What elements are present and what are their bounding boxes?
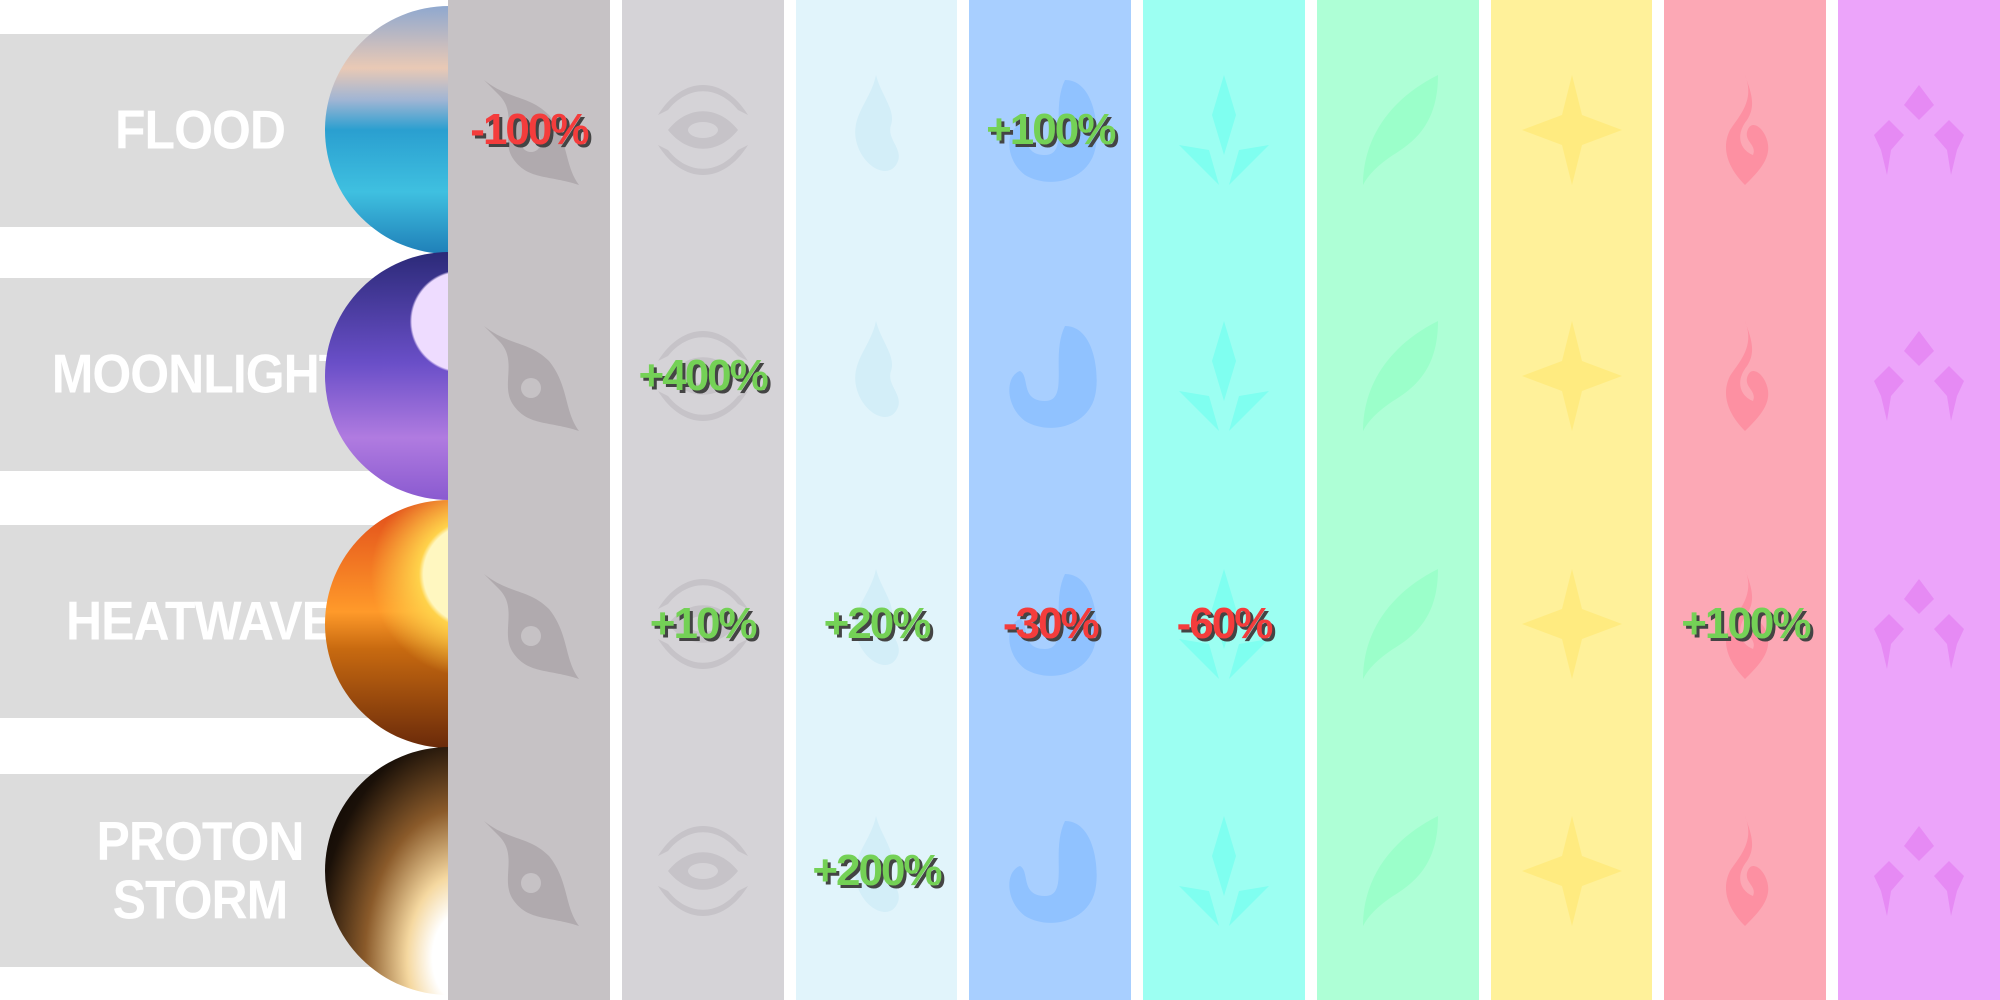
- fire-icon: [1726, 75, 1769, 185]
- swirl-icon: [483, 821, 579, 926]
- triple-eye-icon: [1874, 85, 1965, 175]
- value-cell: [1664, 296, 1826, 456]
- value-cell: [1664, 50, 1826, 210]
- swirl-icon: [483, 326, 579, 431]
- swirl-icon: [483, 574, 579, 679]
- value-cell: [1838, 544, 2000, 704]
- value-cell: [1664, 791, 1826, 951]
- element-columns: -100% +400% +10% +20% +200% +100% -30% -60% +100…: [448, 0, 2000, 1000]
- positive-modifier: +400%: [638, 351, 769, 400]
- flame-icon: [855, 569, 900, 665]
- value-cell: [1317, 791, 1479, 951]
- value-cell: [448, 544, 610, 704]
- eye-icon: [657, 826, 748, 916]
- row-label: FLOOD: [115, 99, 286, 162]
- value-cell: [796, 50, 958, 210]
- crystal-icon: [1179, 816, 1270, 926]
- water-drop-icon: [1009, 821, 1097, 923]
- flame-icon: [855, 75, 900, 171]
- value-cell: [1143, 296, 1305, 456]
- leaf-icon: [1362, 816, 1438, 926]
- negative-modifier: -60%: [1176, 599, 1274, 648]
- water-drop-icon: [1009, 326, 1097, 428]
- value-cell: [1491, 791, 1653, 951]
- value-cell: +10%: [622, 544, 784, 704]
- value-cell: -100%: [448, 50, 610, 210]
- star-icon: [1521, 75, 1622, 185]
- star-icon: [1521, 816, 1622, 926]
- element-column: [1316, 0, 1479, 1000]
- element-column: +100%: [1664, 0, 1827, 1000]
- eye-icon: [657, 331, 748, 421]
- row-label: PROTON STORM: [96, 810, 305, 930]
- crystal-icon: [1179, 321, 1270, 431]
- water-drop-icon: [1009, 80, 1097, 182]
- value-cell: [969, 296, 1131, 456]
- value-cell: -30%: [969, 544, 1131, 704]
- element-column: -60%: [1143, 0, 1305, 1000]
- star-icon: [1521, 321, 1622, 431]
- value-cell: [1838, 791, 2000, 951]
- value-cell: +20%: [796, 544, 958, 704]
- fire-icon: [1726, 321, 1769, 431]
- value-cell: [1317, 544, 1479, 704]
- triple-eye-icon: [1874, 579, 1965, 669]
- value-cell: [796, 296, 958, 456]
- positive-modifier: +100%: [1681, 599, 1811, 648]
- element-column: -100%: [448, 0, 610, 1000]
- value-cell: [622, 791, 784, 951]
- positive-modifier: +100%: [986, 105, 1116, 154]
- value-cell: [1491, 544, 1653, 704]
- value-cell: [1491, 296, 1653, 456]
- value-cell: [1143, 50, 1305, 210]
- value-cell: [448, 791, 610, 951]
- eye-icon: [657, 85, 748, 175]
- value-cell: [448, 296, 610, 456]
- flame-icon: [855, 321, 900, 417]
- fire-icon: [1726, 816, 1769, 926]
- triple-eye-icon: [1874, 331, 1965, 421]
- row-label: MOONLIGHT: [51, 343, 350, 406]
- swirl-icon: [483, 80, 579, 185]
- triple-eye-icon: [1874, 826, 1965, 916]
- leaf-icon: [1362, 321, 1438, 431]
- row-label: HEATWAVE: [66, 590, 335, 653]
- element-column: +20% +200%: [795, 0, 958, 1000]
- star-icon: [1521, 569, 1622, 679]
- value-cell: +400%: [622, 296, 784, 456]
- positive-modifier: +10%: [649, 599, 758, 648]
- leaf-icon: [1362, 569, 1438, 679]
- positive-modifier: +200%: [812, 846, 942, 895]
- negative-modifier: -100%: [470, 105, 589, 154]
- value-cell: [1491, 50, 1653, 210]
- leaf-icon: [1362, 75, 1438, 185]
- eye-icon: [657, 579, 748, 669]
- value-cell: [1838, 50, 2000, 210]
- element-column: +400% +10%: [621, 0, 784, 1000]
- value-cell: +100%: [969, 50, 1131, 210]
- value-cell: [1143, 791, 1305, 951]
- value-cell: +100%: [1664, 544, 1826, 704]
- water-drop-icon: [1009, 574, 1097, 676]
- fire-icon: [1726, 569, 1769, 679]
- crystal-icon: [1179, 75, 1270, 185]
- value-cell: [1838, 296, 2000, 456]
- value-cell: [969, 791, 1131, 951]
- element-column: [1838, 0, 2000, 1000]
- value-cell: [1317, 296, 1479, 456]
- negative-modifier: -30%: [1002, 599, 1100, 648]
- value-cell: +200%: [796, 791, 958, 951]
- element-column: [1490, 0, 1653, 1000]
- positive-modifier: +20%: [823, 599, 932, 648]
- flame-icon: [855, 816, 900, 912]
- value-cell: -60%: [1143, 544, 1305, 704]
- element-column: +100% -30%: [969, 0, 1132, 1000]
- crystal-icon: [1179, 569, 1270, 679]
- value-cell: [622, 50, 784, 210]
- value-cell: [1317, 50, 1479, 210]
